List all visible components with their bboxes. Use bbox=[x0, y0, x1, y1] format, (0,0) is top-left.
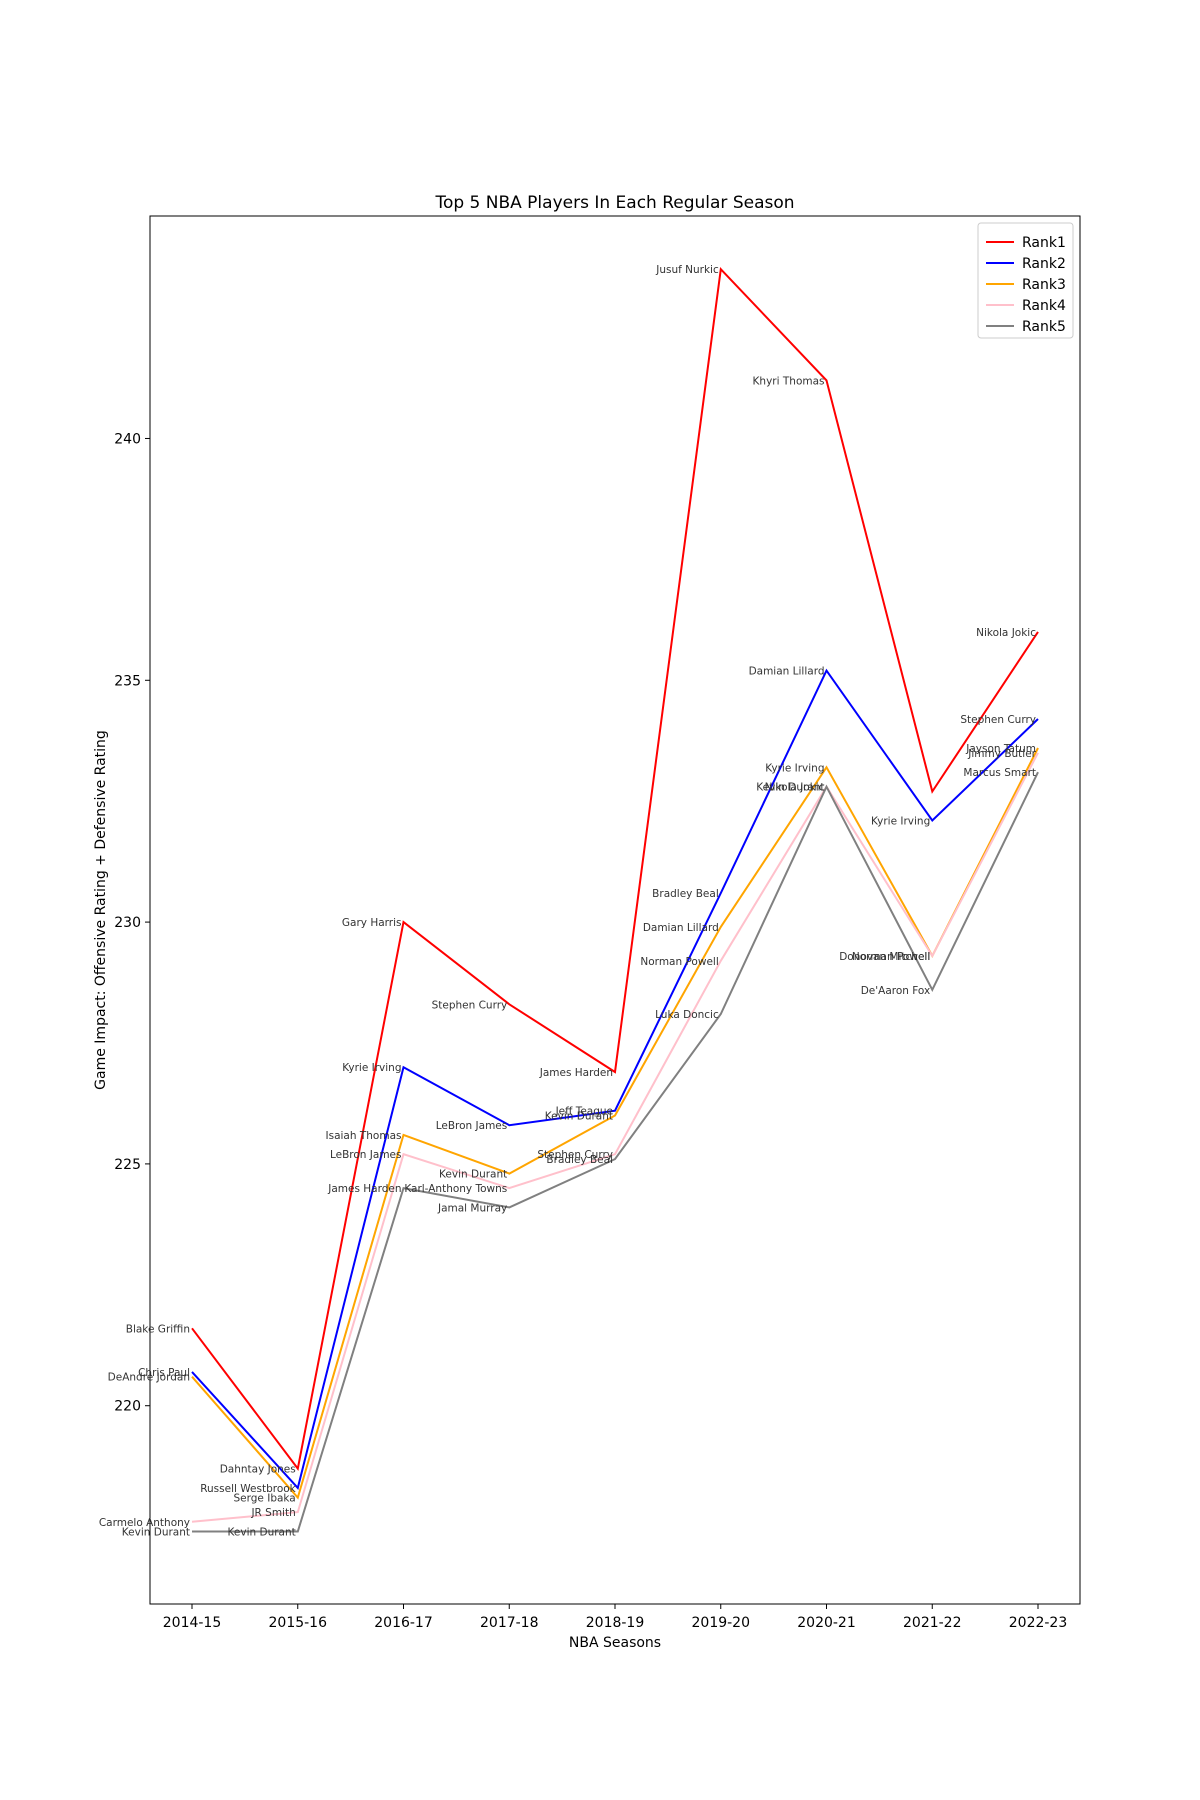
x-tick-label: 2014-15 bbox=[163, 1615, 222, 1631]
y-tick-label: 220 bbox=[114, 1399, 141, 1415]
y-tick-label: 240 bbox=[114, 431, 141, 447]
point-label-rank5: Bradley Beal bbox=[546, 1154, 613, 1166]
point-label-rank3: Donovan Mitchell bbox=[839, 951, 930, 963]
series-line-rank2 bbox=[191, 668, 1039, 1490]
point-label-rank1: James Harden bbox=[539, 1067, 613, 1079]
point-label-rank4: Norman Powell bbox=[640, 956, 718, 968]
point-label-rank3: DeAndre Jordan bbox=[108, 1372, 190, 1384]
axes-group: 220 225 230 235 240 2014-15 2015-16 2016-17 2017… bbox=[114, 215, 1081, 1631]
point-label-rank4: Carmelo Anthony bbox=[99, 1517, 190, 1529]
series-line-rank4 bbox=[191, 752, 1039, 1523]
x-tick-label: 2016-17 bbox=[374, 1615, 433, 1631]
point-labels-group: Blake Griffin Dahntay Jones Gary Harris Ste… bbox=[99, 264, 1037, 1538]
point-label-rank2: Chris Paul bbox=[138, 1367, 190, 1379]
series-group bbox=[191, 266, 1039, 1533]
point-label-rank5: Luka Doncic bbox=[655, 1009, 719, 1021]
y-tick-label: 235 bbox=[114, 673, 141, 689]
chart-title: Top 5 NBA Players In Each Regular Season bbox=[434, 193, 794, 213]
point-label-rank5: James Harden bbox=[327, 1183, 401, 1195]
x-tick-label: 2018-19 bbox=[586, 1615, 645, 1631]
legend-box bbox=[977, 222, 1074, 339]
point-label-rank3: Serge Ibaka bbox=[234, 1493, 296, 1505]
x-tick-label: 2022-23 bbox=[1009, 1615, 1068, 1631]
x-tick-label: 2015-16 bbox=[269, 1615, 328, 1631]
point-label-rank4: Karl-Anthony Towns bbox=[404, 1183, 507, 1195]
legend-label-rank2: Rank2 bbox=[1022, 256, 1066, 272]
series-line-rank5 bbox=[192, 771, 1039, 1533]
series-line-rank3 bbox=[191, 747, 1039, 1500]
point-label-rank1: Nikola Jokic bbox=[976, 627, 1036, 639]
legend-label-rank4: Rank4 bbox=[1022, 298, 1066, 314]
point-label-rank5: Nikola Jokic bbox=[765, 782, 825, 794]
x-tick-label: 2019-20 bbox=[692, 1615, 751, 1631]
y-axis-label: Game Impact: Offensive Rating + Defensiv… bbox=[93, 730, 109, 1090]
point-label-rank4: Norman Powell bbox=[852, 951, 930, 963]
point-label-rank2: Bradley Beal bbox=[652, 888, 719, 900]
point-label-rank1: Blake Griffin bbox=[126, 1323, 190, 1335]
plot-frame bbox=[149, 215, 1081, 1605]
point-label-rank5: Kevin Durant bbox=[228, 1526, 296, 1538]
point-label-rank1: Gary Harris bbox=[342, 917, 402, 929]
point-label-rank4: Jimmy Butler bbox=[967, 748, 1036, 760]
point-label-rank5: Marcus Smart bbox=[963, 767, 1036, 779]
point-label-rank3: Jayson Tatum bbox=[965, 743, 1036, 755]
point-label-rank2: Kyrie Irving bbox=[342, 1062, 401, 1074]
point-label-rank2: Russell Westbrook bbox=[200, 1483, 296, 1495]
point-label-rank2: Jeff Teague bbox=[555, 1106, 613, 1118]
point-label-rank3: Kevin Durant bbox=[439, 1169, 507, 1181]
legend-label-rank3: Rank3 bbox=[1022, 277, 1066, 293]
y-tick-label: 230 bbox=[114, 915, 141, 931]
x-axis-label: NBA Seasons bbox=[569, 1635, 661, 1651]
point-label-rank1: Stephen Curry bbox=[432, 999, 508, 1011]
point-label-rank3: Kyrie Irving bbox=[765, 762, 824, 774]
point-label-rank1: Khyri Thomas bbox=[753, 375, 825, 387]
point-label-rank5: De'Aaron Fox bbox=[861, 985, 931, 997]
point-label-rank3: Damian Lillard bbox=[643, 922, 719, 934]
point-label-rank4: LeBron James bbox=[330, 1149, 402, 1161]
legend: Rank1 Rank2 Rank3 Rank4 Rank5 bbox=[977, 222, 1074, 339]
point-label-rank2: Kyrie Irving bbox=[871, 816, 930, 828]
series-line-rank1 bbox=[191, 266, 1039, 1471]
point-label-rank3: Isaiah Thomas bbox=[326, 1130, 402, 1142]
x-tick-label: 2021-22 bbox=[903, 1615, 962, 1631]
point-label-rank2: LeBron James bbox=[436, 1120, 508, 1132]
legend-label-rank5: Rank5 bbox=[1022, 319, 1066, 335]
x-tick-label: 2017-18 bbox=[480, 1615, 539, 1631]
point-label-rank3: Kevin Durant bbox=[545, 1111, 613, 1123]
point-label-rank2: Damian Lillard bbox=[749, 666, 825, 678]
y-tick-label: 225 bbox=[114, 1157, 141, 1173]
legend-label-rank1: Rank1 bbox=[1022, 235, 1066, 251]
point-label-rank5: Kevin Durant bbox=[122, 1526, 190, 1538]
point-label-rank4: JR Smith bbox=[250, 1507, 295, 1519]
point-label-rank4: Stephen Curry bbox=[537, 1149, 613, 1161]
point-label-rank5: Jamal Murray bbox=[437, 1202, 507, 1214]
x-tick-label: 2020-21 bbox=[797, 1615, 856, 1631]
point-label-rank4: Kevin Durant bbox=[756, 782, 824, 794]
point-label-rank2: Stephen Curry bbox=[960, 714, 1036, 726]
point-label-rank1: Dahntay Jones bbox=[220, 1464, 296, 1476]
point-label-rank1: Jusuf Nurkic bbox=[655, 264, 719, 276]
